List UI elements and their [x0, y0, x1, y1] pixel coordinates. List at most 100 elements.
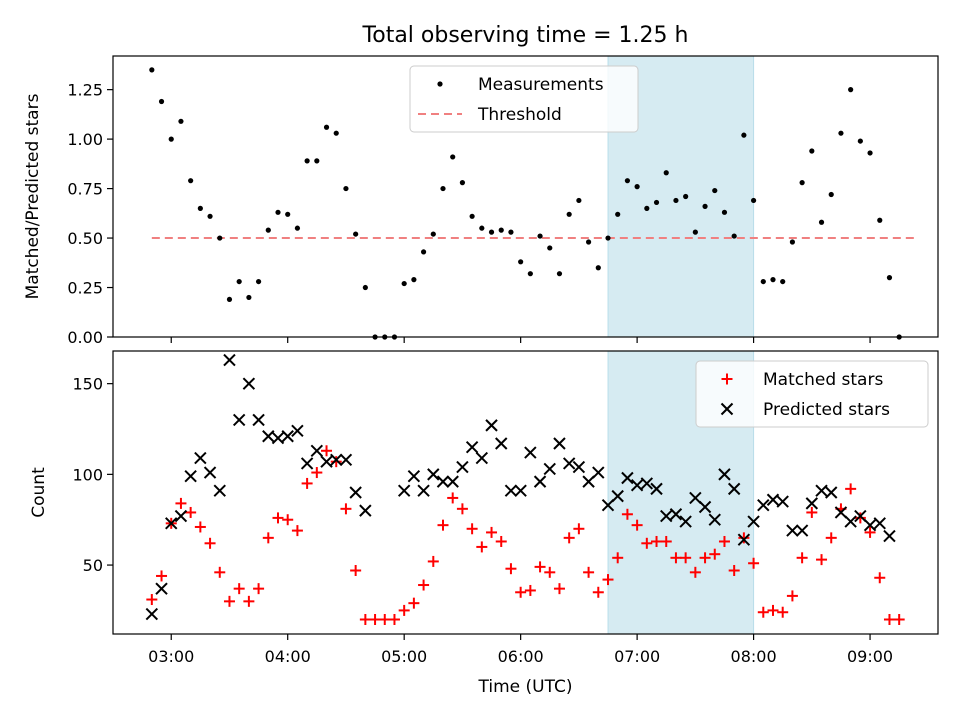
x-stroke-b: [562, 457, 576, 470]
matched-star-point: [515, 586, 527, 598]
x-stroke-b: [155, 582, 168, 595]
x-stroke-b: [262, 430, 275, 443]
measurement-point: [188, 178, 194, 184]
matched-star-point: [486, 526, 498, 538]
measurement-point: [158, 98, 165, 105]
x-tick-label: 07:00: [614, 647, 660, 666]
measurement-point: [246, 294, 252, 301]
predicted-star-point: [611, 489, 624, 503]
x-stroke-b: [417, 484, 430, 497]
matched-star-point: [301, 477, 313, 489]
predicted-star-point: [427, 468, 440, 481]
matched-star-point: [447, 492, 459, 504]
top-y-axis-label: Matched/Predicted stars: [23, 93, 43, 299]
predicted-star-point: [757, 498, 770, 512]
x-stroke-b: [660, 509, 673, 523]
matched-star-point: [204, 537, 216, 549]
predicted-star-point: [165, 517, 178, 530]
x-stroke-b: [611, 489, 624, 503]
matched-star-point: [524, 584, 536, 596]
measurement-point: [518, 259, 524, 265]
legend-label-predicted: Predicted stars: [763, 400, 890, 420]
legend-box: [695, 360, 929, 428]
predicted-star-point: [514, 484, 527, 497]
x-stroke-b: [698, 500, 712, 514]
measurement-point: [440, 185, 446, 192]
x-stroke-b: [757, 498, 770, 512]
predicted-star-point: [436, 475, 450, 488]
measurement-point: [760, 278, 766, 285]
y-tick-label: 150: [72, 375, 103, 394]
matched-star-point: [388, 613, 400, 625]
measurement-point: [789, 239, 796, 245]
matched-star-point: [689, 566, 701, 578]
matched-star-point: [505, 563, 517, 575]
matched-star-point: [476, 541, 488, 553]
matched-star-point: [311, 467, 323, 479]
legend-label-measurements: Measurements: [478, 75, 604, 95]
measurement-point: [226, 296, 233, 303]
predicted-star-point: [524, 446, 537, 459]
measurement-point: [217, 235, 223, 241]
measurement-point: [323, 124, 330, 130]
x-stroke-b: [194, 451, 207, 465]
measurement-point: [168, 136, 174, 142]
x-stroke-b: [718, 468, 731, 481]
x-stroke-b: [873, 517, 886, 530]
legend-marker-predicted: [720, 402, 734, 416]
top-panel: 0.00 0.25 0.50 0.75 1.00 1.25 Total observing…: [23, 23, 939, 347]
matched-star-point: [612, 552, 624, 564]
measurement-point: [353, 231, 359, 237]
y-tick-label: 1.25: [67, 81, 103, 100]
predicted-star-point: [339, 453, 353, 467]
x-stroke-b: [679, 515, 692, 528]
matched-star-point: [223, 595, 235, 607]
x-stroke-b: [854, 509, 867, 523]
measurement-point: [605, 235, 611, 241]
measurement-point: [683, 193, 689, 200]
x-stroke-b: [786, 524, 799, 537]
measurement-point: [207, 213, 213, 219]
predicted-star-point: [475, 451, 489, 465]
predicted-star-point: [698, 500, 712, 514]
x-stroke-b: [863, 518, 877, 532]
measurement-point: [809, 148, 815, 154]
top-plot-frame: [112, 55, 939, 338]
matched-star-point: [175, 497, 187, 509]
predicted-star-point: [203, 466, 217, 479]
matched-star-point: [437, 519, 449, 531]
matched-star-point: [466, 523, 478, 535]
measurement-point: [294, 225, 301, 231]
x-stroke-b: [446, 475, 459, 488]
measurement-point: [527, 271, 533, 277]
y-tick-label: 0.25: [67, 279, 103, 298]
matched-star-point: [563, 532, 575, 544]
predicted-star-point: [815, 484, 828, 497]
measurement-point: [508, 229, 514, 235]
predicted-star-point: [397, 484, 411, 497]
predicted-star-point: [262, 430, 275, 443]
predicted-star-point: [417, 484, 430, 497]
y-tick-label: 1.00: [67, 130, 103, 149]
measurement-point: [285, 211, 291, 217]
x-tick-label: 04:00: [265, 647, 311, 666]
x-stroke-b: [436, 475, 450, 488]
measurement-point: [479, 225, 485, 231]
matched-star-point: [233, 583, 245, 595]
x-tick-label: 06:00: [498, 647, 544, 666]
measurement-point: [585, 239, 592, 245]
predicted-star-point: [155, 582, 168, 595]
matched-star-point: [272, 512, 284, 524]
measurement-point: [537, 233, 543, 239]
y-tick-label: 0.50: [67, 229, 103, 248]
x-stroke-b: [815, 484, 828, 497]
x-stroke-b: [271, 431, 285, 445]
bottom-y-ticks: 50 100 150: [72, 375, 113, 575]
predicted-star-point: [456, 460, 469, 474]
matched-star-point: [408, 597, 420, 609]
matched-star-point: [718, 535, 730, 547]
predicted-star-point: [650, 482, 663, 496]
matched-star-point: [214, 566, 226, 578]
measurement-point: [624, 178, 631, 184]
